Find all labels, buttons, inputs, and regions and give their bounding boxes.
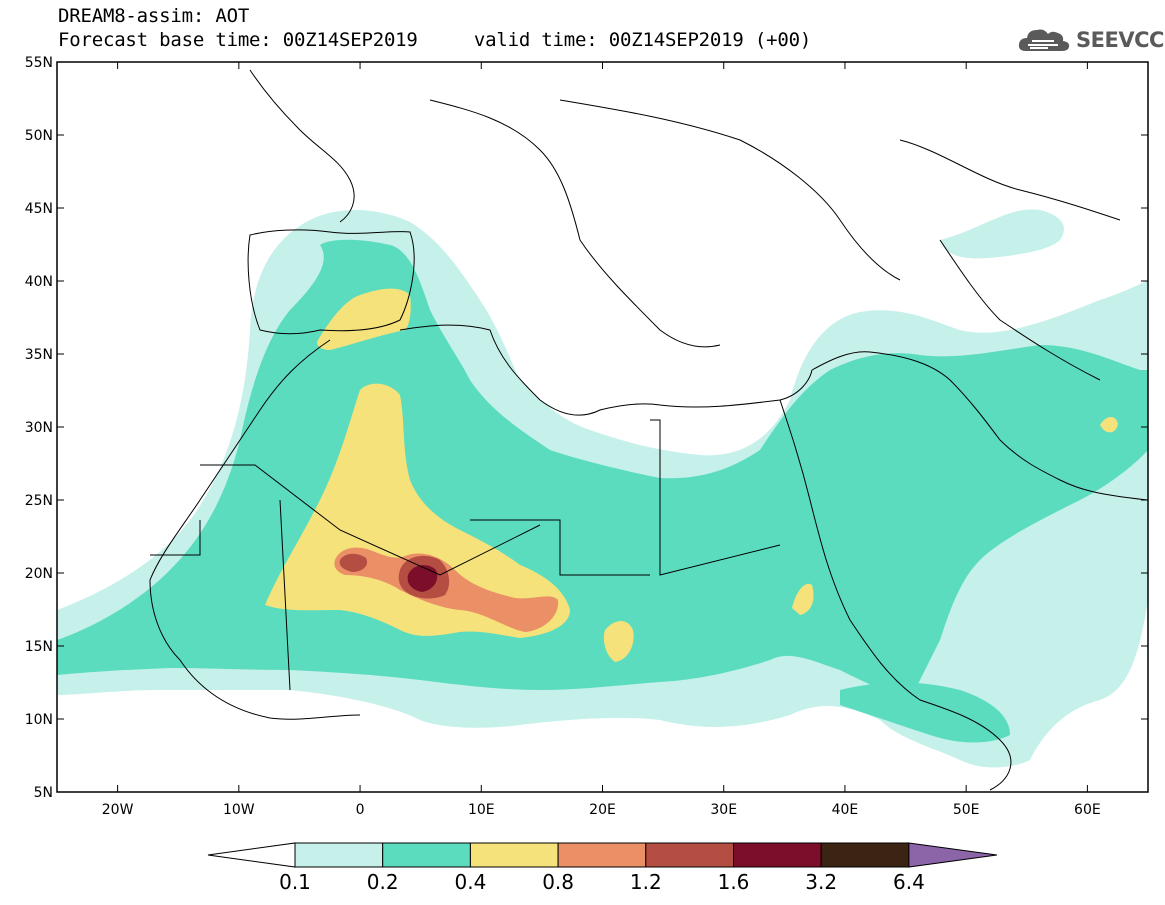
aot-band-0-2-east — [840, 682, 1010, 743]
lon-label: 0 — [356, 802, 365, 818]
aot-band-0-4-gulf — [1100, 416, 1118, 433]
coastlines — [149, 69, 1148, 791]
lon-label: 20E — [589, 802, 616, 818]
lon-label: 10W — [223, 802, 255, 818]
valid-time-label: valid time: — [473, 29, 598, 51]
colorbar-label: 0.4 — [454, 870, 486, 894]
lon-label: 30E — [710, 802, 737, 818]
lon-label: 50E — [953, 802, 980, 818]
colorbar-box — [645, 842, 734, 868]
colorbar-box — [820, 842, 910, 868]
seevccc-logo: SEEVCCC — [1018, 22, 1165, 58]
lon-label: 10E — [468, 802, 495, 818]
cloud-logo-icon — [1018, 29, 1070, 51]
lon-label: 40E — [832, 802, 859, 818]
lat-label: 20N — [25, 566, 53, 582]
lat-label: 10N — [25, 712, 53, 728]
lat-label: 35N — [25, 347, 53, 363]
aot-band-0-4-red-sea — [792, 583, 814, 615]
colorbar-box — [733, 842, 822, 868]
lat-label: 55N — [25, 55, 53, 71]
base-time-value: 00Z14SEP2019 — [282, 29, 418, 51]
valid-time-value: 00Z14SEP2019 (+00) — [608, 29, 812, 51]
aot-band-0-1-north — [940, 209, 1064, 259]
colorbar: 0.1 0.2 0.4 0.8 1.2 1.6 3.2 6.4 — [207, 842, 997, 894]
lon-label: 60E — [1074, 802, 1101, 818]
aot-band-0-4-spain — [317, 288, 411, 350]
lat-label: 30N — [25, 420, 53, 436]
lat-label: 45N — [25, 201, 53, 217]
aot-band-1-6 — [407, 565, 438, 592]
lat-label: 15N — [25, 639, 53, 655]
colorbar-label: 0.8 — [542, 870, 574, 894]
aot-band-0-4 — [265, 383, 570, 638]
colorbar-high-arrow — [908, 842, 997, 868]
colorbar-box — [469, 842, 559, 868]
colorbar-box — [294, 842, 384, 868]
base-time-label: Forecast base time: — [58, 29, 272, 51]
colorbar-label: 0.2 — [367, 870, 399, 894]
colorbar-label: 0.1 — [279, 870, 311, 894]
map-title: DREAM8-assim: AOT Forecast base time: 00… — [58, 4, 811, 52]
aot-band-0-4-sudan — [603, 621, 634, 662]
product-title: DREAM8-assim: AOT — [58, 5, 250, 27]
colorbar-label: 3.2 — [805, 870, 837, 894]
colorbar-label: 1.2 — [630, 870, 662, 894]
lon-label: 20W — [102, 802, 134, 818]
colorbar-low-arrow — [207, 842, 296, 868]
aot-shading — [57, 209, 1148, 768]
lat-label: 40N — [25, 274, 53, 290]
lat-label: 25N — [25, 493, 53, 509]
axis-layer: 55N 50N 45N 40N 35N 30N 25N 20N 15N 10N 5N 20W 10W 0 1… — [25, 55, 1148, 818]
colorbar-box — [382, 842, 471, 868]
lat-label: 50N — [25, 128, 53, 144]
colorbar-label: 6.4 — [893, 870, 925, 894]
colorbar-label: 1.6 — [718, 870, 750, 894]
colorbar-box — [557, 842, 647, 868]
logo-text: SEEVCCC — [1076, 28, 1165, 52]
lat-label: 5N — [34, 785, 53, 801]
